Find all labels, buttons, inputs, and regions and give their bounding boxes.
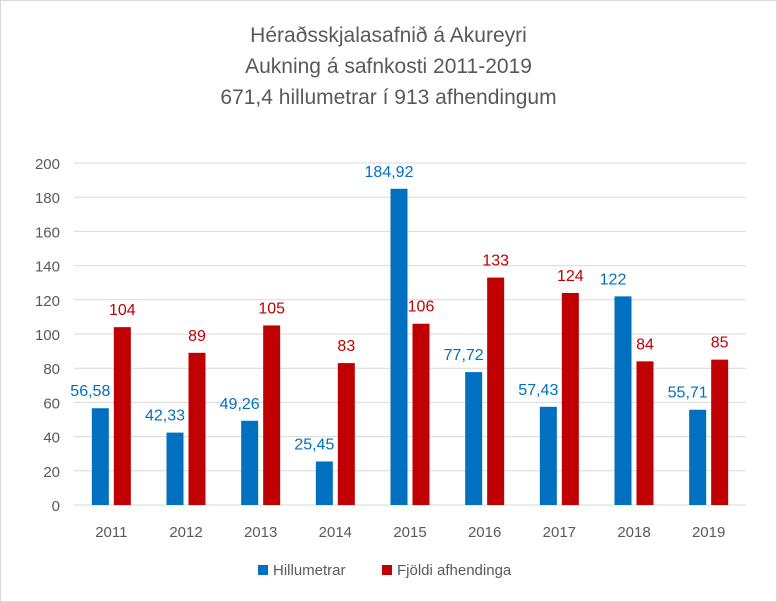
data-label: 122 <box>600 271 627 288</box>
y-tick-label: 40 <box>43 430 60 447</box>
y-tick-label: 200 <box>35 156 60 173</box>
y-tick-label: 60 <box>43 395 60 412</box>
legend-swatch <box>382 565 392 575</box>
bar-afhendingar <box>113 327 131 505</box>
gridlines <box>74 162 746 506</box>
x-tick-label: 2015 <box>393 524 426 541</box>
bar-hillumetrar <box>315 461 333 505</box>
x-tick-label: 2017 <box>543 524 576 541</box>
legend-label: Hillumetrar <box>273 562 346 579</box>
chart-title-line-1: Héraðsskjalasafnið á Akureyri <box>250 24 527 47</box>
data-label: 124 <box>557 268 584 285</box>
y-tick-label: 160 <box>35 224 60 241</box>
y-tick-label: 140 <box>35 259 60 276</box>
bar-hillumetrar <box>689 409 707 505</box>
x-tick-label: 2013 <box>244 524 277 541</box>
data-label: 104 <box>109 302 136 319</box>
legend: Hillumetrar Fjöldi afhendinga <box>258 562 512 579</box>
x-axis-ticks: 2011 2012 2013 2014 2015 2016 2017 2018 2019 <box>95 524 725 541</box>
y-tick-label: 0 <box>52 498 60 515</box>
data-label: 84 <box>636 336 654 353</box>
data-label: 49,26 <box>220 396 260 413</box>
bar-afhendingar <box>263 325 281 505</box>
y-tick-label: 80 <box>43 361 60 378</box>
bar-hillumetrar <box>614 296 632 505</box>
x-tick-label: 2014 <box>319 524 352 541</box>
x-tick-label: 2019 <box>692 524 725 541</box>
x-tick-label: 2018 <box>617 524 650 541</box>
bar-afhendingar <box>188 352 206 505</box>
bar-afhendingar <box>711 359 729 505</box>
bar-hillumetrar <box>166 432 184 505</box>
data-label: 57,43 <box>518 382 558 399</box>
data-label: 56,58 <box>70 383 110 400</box>
x-tick-label: 2016 <box>468 524 501 541</box>
bar-hillumetrar <box>390 188 408 505</box>
bar-afhendingar <box>561 292 579 505</box>
legend-swatch <box>258 565 268 575</box>
y-axis-ticks: 0 20 40 60 80 100 120 140 160 180 200 <box>35 156 60 515</box>
chart-title-line-2: Aukning á safnkosti 2011-2019 <box>245 55 532 78</box>
data-label: 106 <box>408 299 435 316</box>
bar-hillumetrar <box>91 408 109 505</box>
data-label: 83 <box>337 338 355 355</box>
bar-hillumetrar <box>539 406 557 505</box>
data-label: 133 <box>482 253 509 270</box>
data-labels: 56,58 104 42,33 89 49,26 105 25,45 83 184,92 106 7… <box>70 164 728 454</box>
chart-title-line-3: 671,4 hillumetrar í 913 afhendingum <box>220 86 557 109</box>
bar-afhendingar <box>636 361 654 505</box>
data-label: 184,92 <box>365 164 414 181</box>
data-label: 77,72 <box>444 347 484 364</box>
bar-hillumetrar <box>465 372 483 505</box>
y-tick-label: 120 <box>35 293 60 310</box>
legend-label: Fjöldi afhendinga <box>397 562 512 579</box>
y-tick-label: 100 <box>35 327 60 344</box>
bar-hillumetrar <box>241 420 259 505</box>
data-label: 105 <box>258 300 285 317</box>
x-tick-label: 2011 <box>95 524 127 541</box>
data-label: 85 <box>711 335 729 352</box>
data-label: 89 <box>188 328 206 345</box>
bars <box>91 188 729 505</box>
data-label: 25,45 <box>294 436 334 453</box>
y-tick-label: 180 <box>35 190 60 207</box>
bar-afhendingar <box>412 323 430 505</box>
data-label: 55,71 <box>668 385 708 402</box>
bar-afhendingar <box>337 363 355 505</box>
bar-afhendingar <box>487 277 505 505</box>
data-label: 42,33 <box>145 408 185 425</box>
y-tick-label: 20 <box>43 464 60 481</box>
x-tick-label: 2012 <box>169 524 202 541</box>
